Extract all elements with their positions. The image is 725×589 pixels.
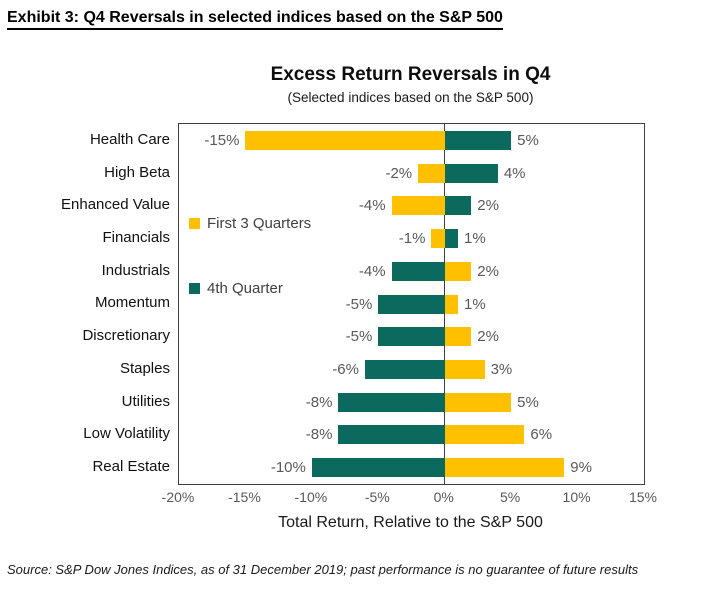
bar-first-3-quarters [245,130,445,150]
category-label: Low Volatility [83,425,170,443]
bar-4th-quarter [444,229,458,249]
bar-4th-quarter [391,261,445,281]
bar-first-3-quarters [444,458,565,478]
bar-value-label: 1% [464,295,486,313]
category-label: Real Estate [92,458,170,476]
category-label: High Beta [104,163,170,181]
category-label: Enhanced Value [61,196,170,214]
bar-4th-quarter [338,392,445,412]
bar-value-label: -10% [270,459,306,477]
bar-value-label: 5% [517,393,539,411]
bar-value-label: 5% [517,131,539,149]
source-note: Source: S&P Dow Jones Indices, as of 31 … [7,562,639,577]
category-label: Utilities [121,392,170,410]
bar-first-3-quarters [444,392,512,412]
bar-value-label: -2% [385,164,413,182]
bar-first-3-quarters [391,196,445,216]
bar-4th-quarter [338,425,445,445]
bar-value-label: -4% [358,197,386,215]
category-label: Staples [119,359,170,377]
bar-first-3-quarters [444,425,525,445]
bar-first-3-quarters [444,294,458,314]
y-axis-category-labels: Health Care High Beta Enhanced Value Financ… [0,123,170,483]
category-label: Momentum [94,294,170,312]
bar-value-label: -5% [345,295,373,313]
bar-4th-quarter [444,196,472,216]
chart-subtitle: (Selected indices based on the S&P 500) [287,90,534,105]
category-label: Financials [102,229,170,247]
legend-label: First 3 Quarters [207,214,312,232]
bar-value-label: 2% [477,197,499,215]
bar-value-label: -6% [332,360,359,378]
bar-4th-quarter [378,294,445,314]
x-tick-label: -15% [228,489,261,505]
x-tick-label: 5% [500,489,521,505]
bar-value-label: -4% [358,262,386,280]
x-tick-label: -5% [364,489,390,505]
bar-value-label: 1% [464,230,486,248]
bar-first-3-quarters [418,163,445,183]
bar-first-3-quarters [444,261,472,281]
legend-swatch-icon [189,282,200,294]
chart-title: Excess Return Reversals in Q4 [270,64,551,85]
bar-4th-quarter [365,359,445,379]
bar-value-label: -8% [305,393,333,411]
legend-swatch-icon [189,217,200,229]
bar-value-label: -1% [398,230,426,248]
bar-4th-quarter [378,327,445,347]
x-tick-label: 10% [562,489,591,505]
category-label: Health Care [89,130,170,148]
legend-label: 4th Quarter [207,279,283,297]
bar-first-3-quarters [444,359,485,379]
bar-4th-quarter [444,163,498,183]
x-axis-tick-labels: -20% -15% -10% -5% 0% 5% 10% 15% [162,489,657,507]
bar-4th-quarter [444,130,512,150]
bar-value-label: -15% [204,131,240,149]
bar-value-label: -8% [305,426,333,444]
category-label: Industrials [101,261,170,279]
bar-value-label: 3% [490,360,513,378]
bar-first-3-quarters [431,229,445,249]
legend-item: First 3 Quarters [189,214,311,232]
bar-first-3-quarters [444,327,472,347]
x-tick-label: 15% [628,489,658,505]
legend-item: 4th Quarter [189,279,283,297]
bar-value-label: 6% [530,426,553,444]
x-tick-label: 0% [433,489,454,505]
x-axis-title: Total Return, Relative to the S&P 500 [278,514,543,531]
bar-value-label: 2% [477,328,499,346]
bar-value-label: 9% [570,459,592,477]
bar-4th-quarter [311,458,445,478]
category-label: Discretionary [82,327,170,345]
bar-value-label: 2% [477,262,499,280]
plot-area: First 3 Quarters 4th Quarter -15% -2% -4% -1… [178,123,645,485]
bar-value-label: 4% [503,164,526,182]
bar-value-label: -5% [345,328,373,346]
exhibit-title: Exhibit 3: Q4 Reversals in selected indi… [7,9,503,30]
x-tick-label: -10% [294,489,328,505]
x-tick-label: -20% [161,489,195,505]
